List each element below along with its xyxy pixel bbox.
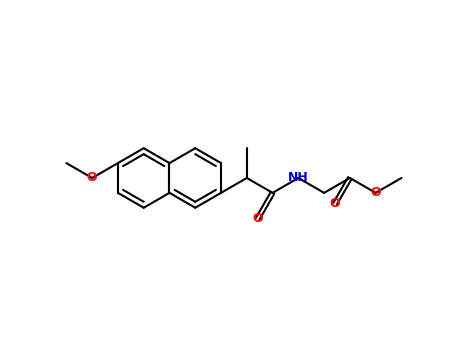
Text: O: O [370,186,381,200]
Text: O: O [330,197,340,210]
Text: O: O [87,172,97,184]
Text: NH: NH [288,172,309,184]
Text: O: O [253,212,263,225]
